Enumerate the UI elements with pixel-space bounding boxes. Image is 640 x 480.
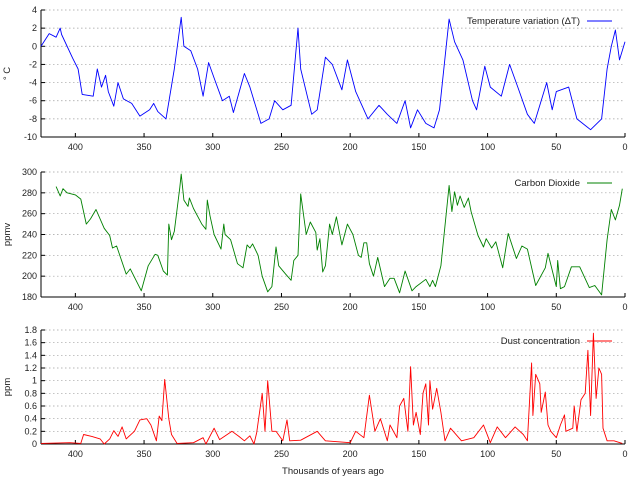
dust-x-tick-label: 250	[274, 449, 289, 459]
temperature-x-tick-label: 150	[411, 142, 426, 152]
dust-x-tick-label: 100	[480, 449, 495, 459]
temperature-x-tick-label: 350	[137, 142, 152, 152]
co2-y-tick-label: 260	[22, 209, 37, 219]
co2-y-tick-label: 240	[22, 230, 37, 240]
temperature-y-tick-label: 0	[32, 41, 37, 51]
co2-x-tick-label: 100	[480, 302, 495, 312]
co2-y-tick-label: 200	[22, 271, 37, 281]
dust-x-tick-label: 0	[622, 449, 627, 459]
temperature-x-tick-label: 100	[480, 142, 495, 152]
temperature-x-tick-label: 200	[343, 142, 358, 152]
dust-x-tick-label: 400	[68, 449, 83, 459]
co2-x-tick-label: 200	[343, 302, 358, 312]
co2-panel: 180 200 220 240 260 280 300 400 350 300 250 200 150 1…	[2, 167, 628, 312]
temperature-legend-label: Temperature variation (ΔT)	[467, 16, 580, 27]
dust-x-tick-label: 200	[343, 449, 358, 459]
temperature-y-tick-label: -6	[29, 96, 37, 106]
co2-x-tick-label: 150	[411, 302, 426, 312]
dust-y-axis-label: ppm	[2, 378, 13, 397]
co2-x-tick-label: 350	[137, 302, 152, 312]
temperature-y-tick-label: -10	[24, 132, 37, 142]
dust-y-tick-label: 0.2	[24, 426, 37, 436]
temperature-panel: -10 -8 -6 -4 -2 0 2 4 400 350 300 250 200 150 100 50 0 ° …	[2, 5, 628, 152]
co2-x-tick-label: 0	[622, 302, 627, 312]
co2-y-tick-label: 180	[22, 292, 37, 302]
dust-y-tick-label: 0	[32, 439, 37, 449]
temperature-x-tick-label: 300	[205, 142, 220, 152]
dust-x-tick-label: 150	[411, 449, 426, 459]
temperature-y-tick-label: 4	[32, 5, 37, 15]
temperature-x-tick-label: 0	[622, 142, 627, 152]
co2-x-tick-label: 300	[205, 302, 220, 312]
dust-y-tick-label: 1.2	[24, 363, 37, 373]
dust-y-tick-label: 1	[32, 376, 37, 386]
co2-series-line	[55, 173, 623, 296]
temperature-y-tick-label: -2	[29, 59, 37, 69]
dust-y-tick-label: 0.4	[24, 414, 37, 424]
dust-series-line	[40, 332, 623, 445]
dust-y-tick-label: 0.6	[24, 401, 37, 411]
dust-y-tick-label: 0.8	[24, 388, 37, 398]
temperature-x-tick-label: 250	[274, 142, 289, 152]
co2-x-tick-label: 400	[68, 302, 83, 312]
dust-y-tick-label: 1.6	[24, 338, 37, 348]
co2-y-tick-label: 280	[22, 188, 37, 198]
temperature-x-tick-label: 400	[68, 142, 83, 152]
co2-y-tick-label: 300	[22, 167, 37, 177]
dust-x-tick-label: 300	[205, 449, 220, 459]
co2-legend-label: Carbon Dioxide	[515, 178, 580, 189]
dust-y-tick-label: 1.8	[24, 325, 37, 335]
co2-y-tick-label: 220	[22, 250, 37, 260]
x-axis-label: Thousands of years ago	[282, 466, 384, 477]
temperature-y-tick-label: -8	[29, 114, 37, 124]
co2-x-tick-label: 50	[551, 302, 561, 312]
dust-x-tick-label: 350	[137, 449, 152, 459]
dust-panel: 0 0.2 0.4 0.6 0.8 1 1.2 1.4 1.6 1.8 400 350 300 250 20…	[2, 325, 628, 459]
temperature-y-tick-label: 2	[32, 23, 37, 33]
temperature-series-line	[40, 16, 626, 131]
temperature-y-axis-label: ° C	[2, 67, 13, 80]
co2-x-tick-label: 250	[274, 302, 289, 312]
dust-x-tick-label: 50	[551, 449, 561, 459]
temperature-x-tick-label: 50	[551, 142, 561, 152]
dust-legend-label: Dust concentration	[501, 336, 580, 347]
dust-y-tick-label: 1.4	[24, 350, 37, 360]
temperature-y-tick-label: -4	[29, 78, 37, 88]
co2-y-axis-label: ppmv	[2, 223, 13, 246]
